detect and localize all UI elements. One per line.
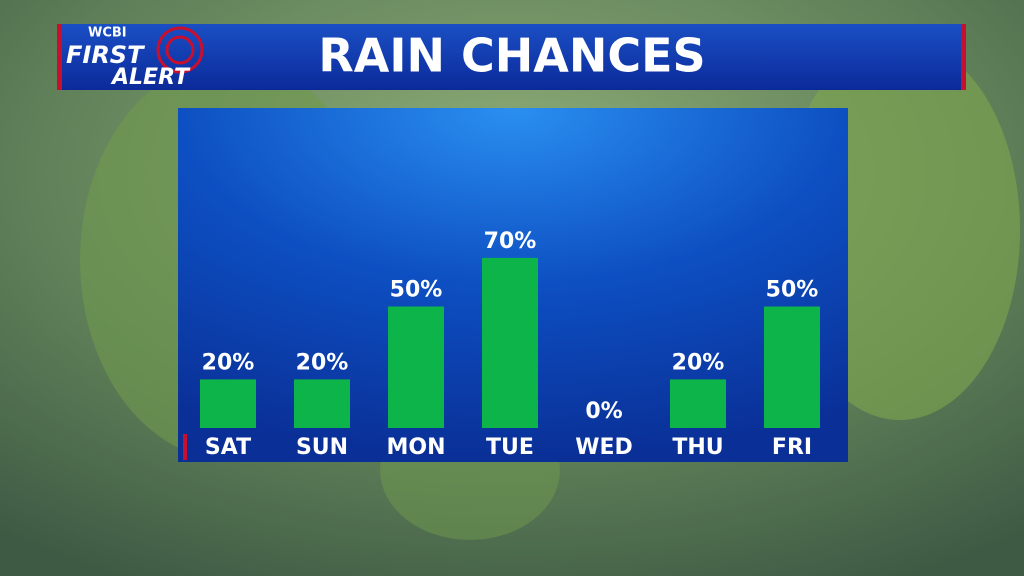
title-bar-edge — [57, 24, 62, 90]
x-tick-label: SAT — [205, 435, 251, 460]
logo-radar — [165, 35, 195, 65]
x-tick-label: SUN — [296, 435, 348, 460]
chart-title: RAIN CHANCES — [318, 29, 705, 83]
value-label: 0% — [585, 399, 622, 424]
value-label: 20% — [296, 350, 349, 375]
logo-station: WCBI — [88, 26, 127, 41]
bar — [482, 257, 538, 428]
bar — [200, 379, 256, 428]
bar — [388, 306, 444, 428]
x-tick-label: FRI — [772, 435, 812, 460]
bar — [294, 379, 350, 428]
title-bar-edge — [961, 24, 966, 90]
title-bar — [57, 24, 966, 90]
value-label: 20% — [672, 350, 725, 375]
value-label: 50% — [390, 278, 443, 303]
logo-line1: FIRST — [66, 41, 145, 69]
logo-radar — [156, 26, 204, 74]
x-tick-label: MON — [386, 435, 445, 460]
value-label: 20% — [202, 350, 255, 375]
x-tick-label: TUE — [486, 435, 534, 460]
bar — [764, 306, 820, 428]
logo-line2: ALERT — [110, 65, 191, 90]
accent — [183, 434, 187, 460]
value-label: 70% — [484, 229, 537, 254]
x-tick-label: WED — [575, 435, 633, 460]
bar — [670, 379, 726, 428]
x-tick-label: THU — [672, 435, 723, 460]
value-label: 50% — [766, 278, 819, 303]
